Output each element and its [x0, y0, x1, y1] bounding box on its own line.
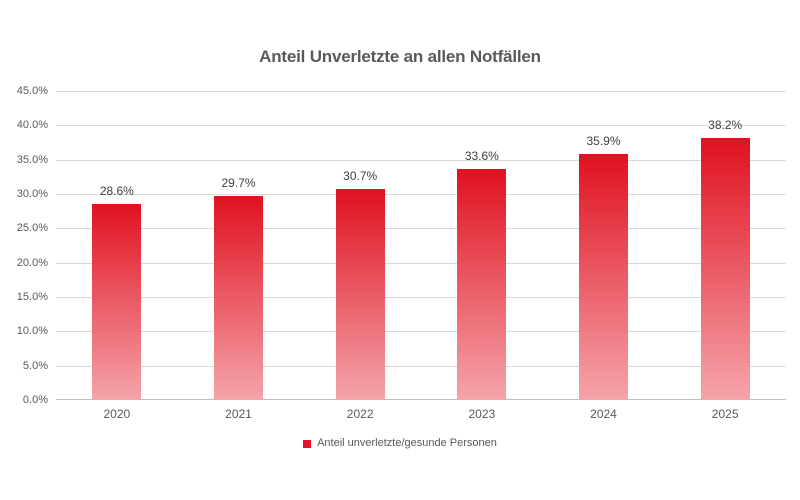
x-axis: 2020 2021 2022 2023 2024 2025: [56, 407, 786, 423]
x-axis-tick-label: 2024: [590, 407, 617, 421]
gridline: [56, 125, 786, 126]
y-axis-tick-label: 0.0%: [22, 394, 48, 406]
bar-2025: [700, 137, 750, 400]
bar-value-label: 38.2%: [708, 117, 743, 132]
bar-2020: [92, 203, 142, 400]
x-axis-tick-label: 2025: [711, 407, 739, 421]
x-axis-tick-label: 2020: [103, 407, 131, 421]
x-axis-tick-label: 2022: [346, 407, 374, 421]
bar-value-label: 29.7%: [221, 176, 256, 191]
bar-2021: [214, 196, 263, 400]
x-axis-tick-label: 2021: [225, 407, 252, 421]
legend-label: Anteil unverletzte/gesunde Personen: [317, 437, 497, 449]
plot-area: 28.6% 29.7% 30.7% 33.6% 35.9% 38.2%: [56, 91, 786, 400]
gridline: [56, 194, 786, 195]
gridline: [56, 263, 786, 264]
y-axis-tick-label: 15.0%: [16, 291, 48, 303]
gridline: [56, 160, 786, 161]
bar-value-label: 28.6%: [99, 183, 134, 198]
bar-value-label: 35.9%: [586, 133, 621, 148]
bar-2024: [579, 153, 628, 400]
legend: Anteil unverletzte/gesunde Personen: [0, 435, 800, 451]
y-axis-tick-label: 5.0%: [22, 360, 48, 372]
y-axis-tick-label: 30.0%: [16, 188, 48, 200]
y-axis-tick-label: 25.0%: [16, 222, 48, 234]
gridline: [56, 331, 786, 332]
chart-title: Anteil Unverletzte an allen Notfällen: [259, 47, 541, 66]
y-axis-tick-label: 40.0%: [16, 119, 48, 131]
x-axis-tick-label: 2023: [468, 407, 496, 421]
bar-2023: [457, 169, 507, 400]
gridline: [56, 91, 786, 92]
y-axis-tick-label: 20.0%: [16, 257, 48, 269]
y-axis-tick-label: 45.0%: [16, 85, 48, 97]
y-axis-tick-label: 35.0%: [16, 154, 48, 166]
gridline: [56, 366, 786, 367]
bar-value-label: 33.6%: [464, 149, 499, 164]
bar-value-label: 30.7%: [343, 169, 378, 184]
y-axis-tick-label: 10.0%: [16, 325, 48, 337]
x-axis-line: [56, 399, 786, 400]
legend-marker-icon: [303, 439, 312, 448]
bar-2022: [335, 189, 385, 400]
gridline: [56, 297, 786, 298]
gridline: [56, 228, 786, 229]
